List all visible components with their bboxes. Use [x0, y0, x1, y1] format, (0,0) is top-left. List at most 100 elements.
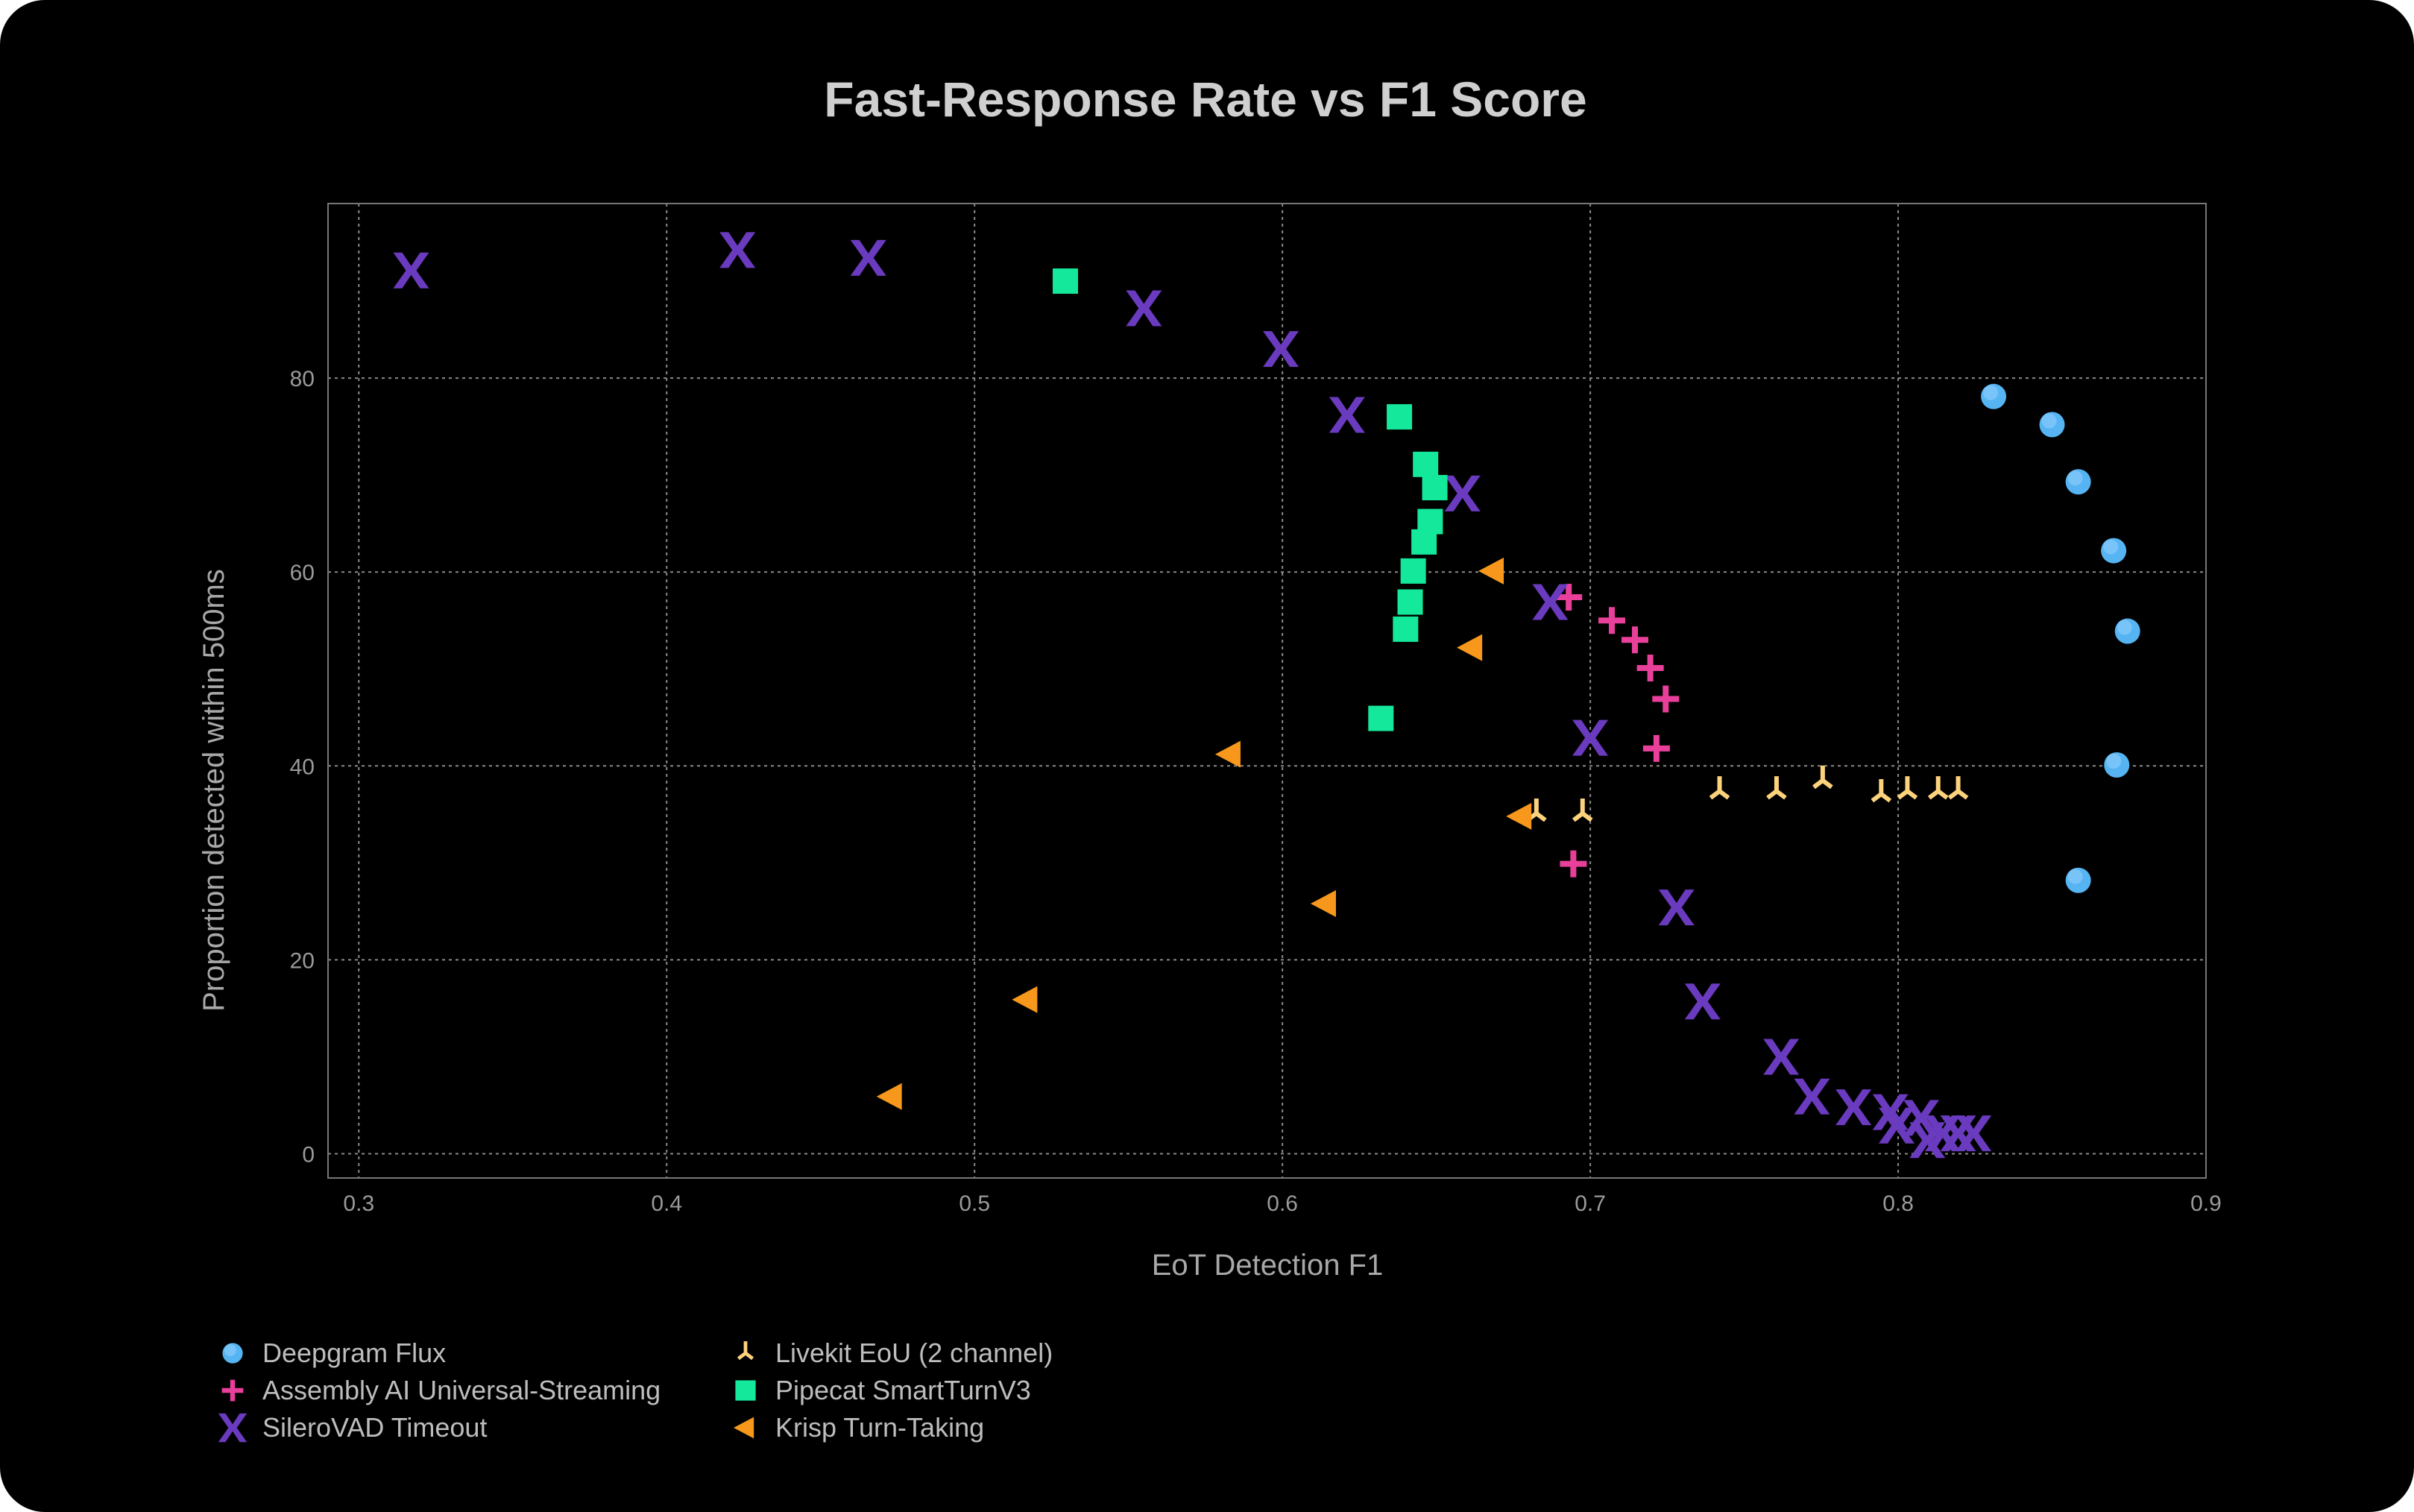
tri-marker: [1812, 765, 1833, 790]
series-deepgram-flux: [1981, 383, 2140, 893]
series-livekit-eou-2-channel-: [1526, 765, 1969, 822]
legend: Deepgram Flux Assembly AI Universal-Strea…: [218, 1338, 1053, 1443]
legend-label: Krisp Turn-Taking: [775, 1412, 984, 1443]
x-marker: [1903, 1100, 1940, 1136]
data-point: [1981, 383, 2007, 409]
data-point: [1871, 779, 1892, 803]
legend-item: Pipecat SmartTurnV3: [735, 1375, 1031, 1405]
tri-marker: [1572, 798, 1593, 822]
data-point: [1621, 626, 1648, 654]
data-point: [1709, 776, 1730, 800]
data-point: [2065, 867, 2091, 893]
data-point: [1457, 634, 1483, 661]
triangle-left-marker: [1506, 802, 1532, 830]
data-point: [1636, 654, 1664, 681]
triangle-left-marker: [1457, 634, 1483, 661]
data-point: [2101, 538, 2127, 564]
data-point: [1387, 404, 1413, 430]
tri-marker: [1709, 776, 1730, 800]
square-marker: [1413, 451, 1439, 477]
triangle-left-marker: [876, 1083, 902, 1110]
x-tick-label: 0.8: [1882, 1191, 1914, 1216]
triangle-left-marker: [734, 1417, 754, 1439]
data-point: [876, 1083, 902, 1110]
plot-frame: [327, 203, 2207, 1179]
data-point: [1947, 776, 1969, 800]
x-marker: [1263, 331, 1299, 368]
data-point: [2104, 752, 2130, 778]
square-marker: [1368, 705, 1394, 731]
data-point: [1532, 584, 1569, 620]
x-marker: [393, 252, 429, 289]
tri-marker: [1897, 776, 1918, 800]
data-point: [1397, 589, 1423, 615]
x-axis-label: EoT Detection F1: [1152, 1249, 1384, 1282]
plus-marker: [1555, 584, 1583, 611]
x-marker: [1126, 290, 1162, 327]
data-point: [1794, 1078, 1830, 1115]
legend-item: Assembly AI Universal-Streaming: [221, 1375, 661, 1405]
plus-marker: [1560, 850, 1587, 878]
data-point: [1560, 850, 1587, 878]
x-marker: [1835, 1089, 1872, 1126]
triangle-left-marker: [1012, 986, 1038, 1013]
y-tick-label: 20: [290, 948, 315, 973]
legend-label: Assembly AI Universal-Streaming: [262, 1375, 661, 1405]
data-point: [1422, 475, 1448, 501]
x-marker: [1572, 719, 1609, 756]
x-marker: [1794, 1078, 1830, 1115]
x-marker: [719, 232, 756, 268]
tri-marker: [1766, 776, 1787, 800]
x-tick-label: 0.9: [2190, 1191, 2222, 1216]
circle-highlight: [224, 1344, 236, 1356]
data-point: [1652, 685, 1680, 713]
data-point: [1400, 558, 1426, 584]
series-silerovad-timeout: [393, 232, 1992, 1159]
data-point: [1053, 268, 1079, 294]
data-point: [1642, 734, 1670, 762]
data-point: [1658, 889, 1695, 926]
legend-item: Krisp Turn-Taking: [734, 1412, 984, 1443]
y-tick-label: 0: [302, 1142, 315, 1167]
triangle-left-marker: [1214, 740, 1241, 768]
square-marker: [1053, 268, 1079, 294]
tri-marker: [737, 1341, 754, 1361]
plus-marker: [1652, 685, 1680, 713]
legend-label: Pipecat SmartTurnV3: [775, 1375, 1031, 1405]
x-marker: [1684, 983, 1721, 1020]
data-point: [2039, 412, 2065, 438]
data-point: [1444, 475, 1481, 511]
data-point: [1555, 584, 1583, 611]
data-point: [1393, 616, 1419, 642]
data-point: [1411, 529, 1437, 555]
data-point: [1897, 776, 1918, 800]
data-point: [393, 252, 429, 289]
data-point: [1927, 776, 1949, 800]
data-point: [1572, 798, 1593, 822]
data-point: [1214, 740, 1241, 768]
x-tick-label: 0.7: [1575, 1191, 1606, 1216]
legend-label: SileroVAD Timeout: [262, 1412, 487, 1443]
square-marker: [1387, 404, 1413, 430]
data-point: [719, 232, 756, 268]
triangle-left-marker: [1310, 889, 1336, 917]
circle-highlight: [2117, 620, 2132, 635]
series-assembly-ai-universal-streaming: [1555, 584, 1680, 878]
x-marker: [1763, 1039, 1800, 1075]
data-point: [1012, 986, 1038, 1013]
series-pipecat-smartturnv3: [1053, 268, 1448, 731]
circle-highlight: [2041, 413, 2057, 429]
x-tick-label: 0.4: [651, 1191, 682, 1216]
y-tick-label: 60: [290, 561, 315, 585]
legend-label: Livekit EoU (2 channel): [775, 1338, 1053, 1368]
data-point: [1766, 776, 1787, 800]
data-point: [1812, 765, 1833, 790]
legend-marker: [737, 1341, 754, 1361]
data-point: [1413, 451, 1439, 477]
legend-marker: [734, 1417, 754, 1439]
data-point: [1329, 397, 1365, 433]
y-axis-label: Proportion detected within 500ms: [198, 569, 230, 1012]
plus-marker: [1621, 626, 1648, 654]
legend-marker: [222, 1343, 243, 1364]
x-marker: [1956, 1115, 1992, 1152]
